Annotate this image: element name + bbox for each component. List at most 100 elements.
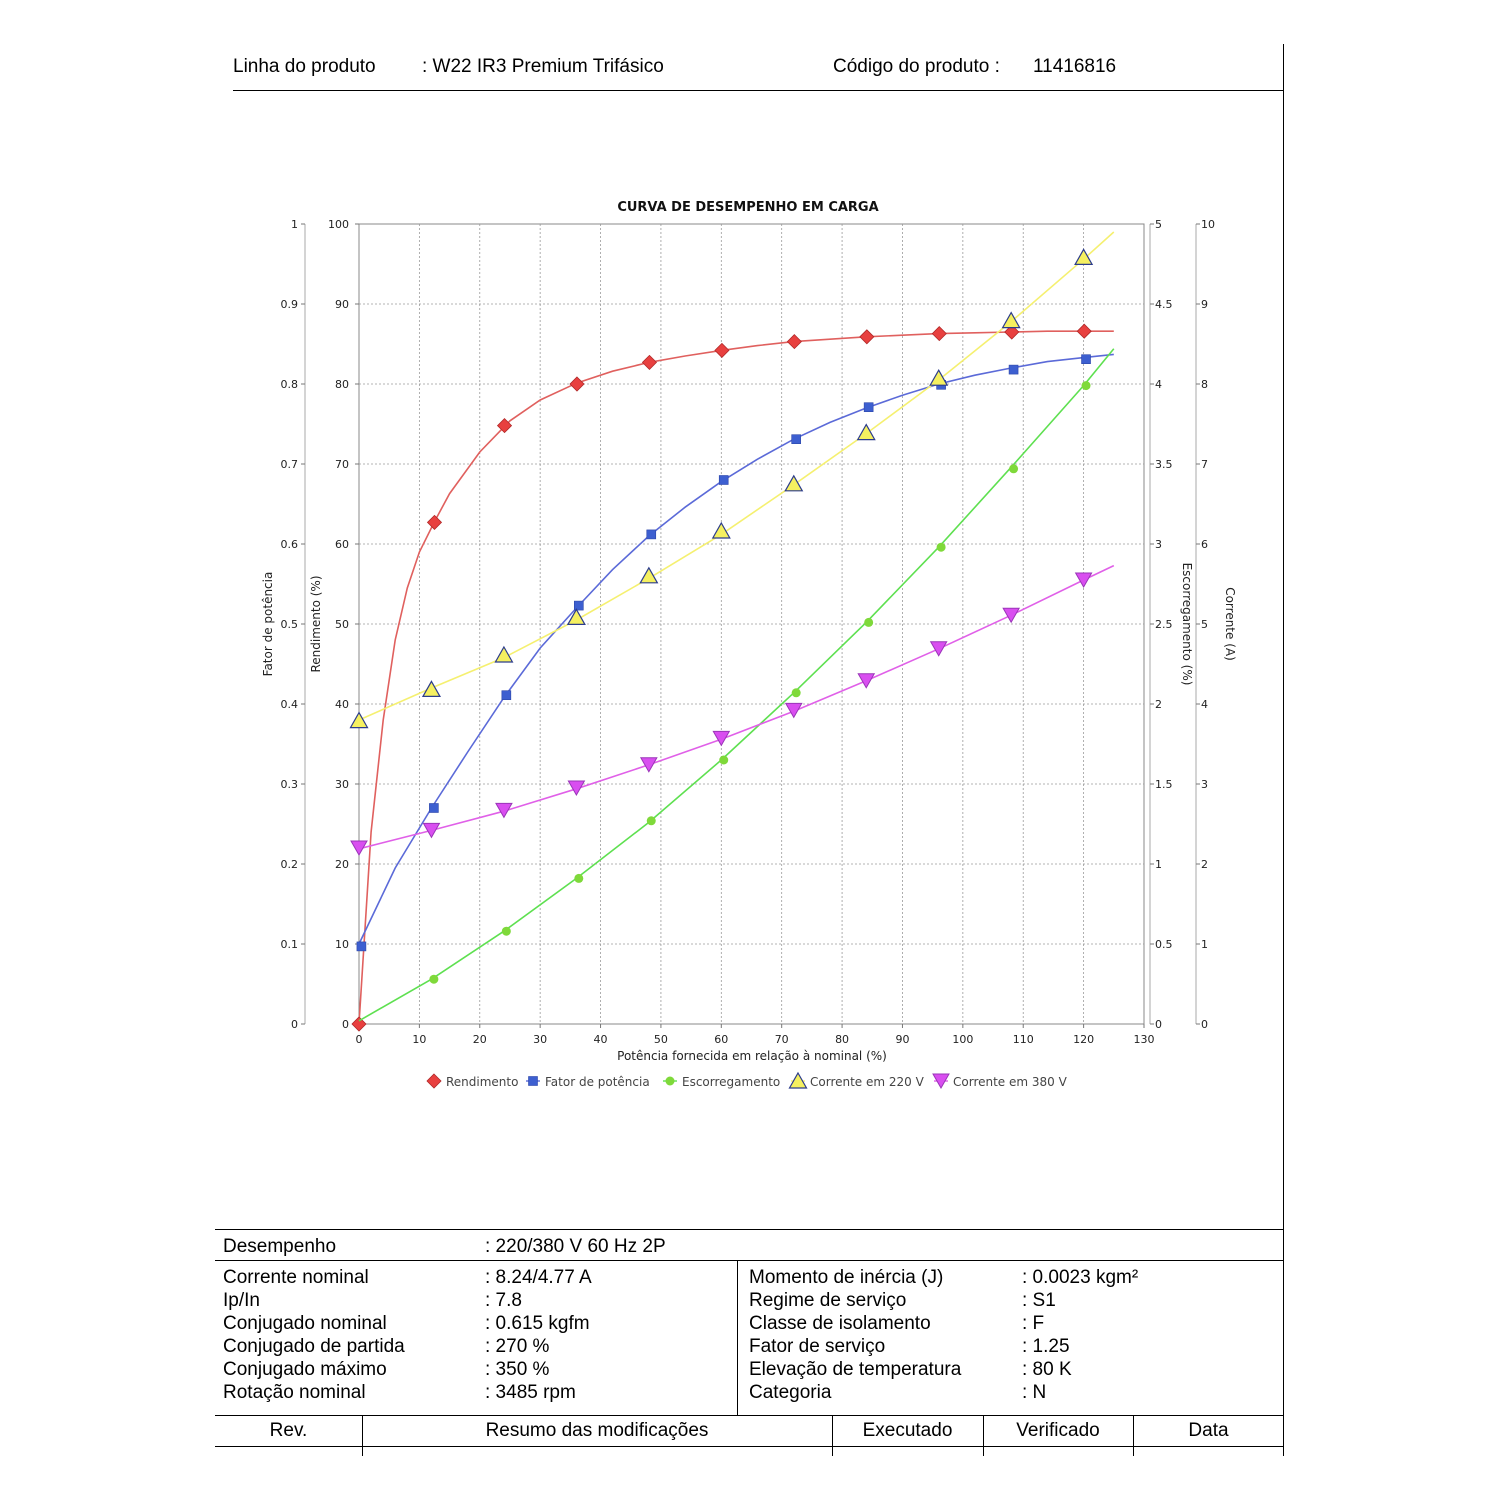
eff-tick-label: 60: [335, 538, 349, 551]
series-escorregamento: [358, 348, 1115, 1022]
x-tick-label: 60: [714, 1033, 728, 1046]
pf-tick-label: 0: [291, 1018, 298, 1031]
slip-tick-label: 5: [1155, 218, 1162, 231]
table-column-divider: [737, 1260, 738, 1416]
perf-right-value: : 1.25: [1022, 1336, 1070, 1357]
data-point: [429, 803, 439, 813]
data-point: [784, 702, 803, 719]
data-point: [422, 822, 441, 839]
pf-tick-label: 0.9: [281, 298, 299, 311]
cur-tick-label: 7: [1201, 458, 1208, 471]
perf-right-label: Elevação de temperatura: [749, 1359, 962, 1380]
table-top-border: [215, 1229, 1284, 1230]
product-code-value: 11416816: [1033, 56, 1117, 77]
revision-col-divider: [832, 1415, 833, 1456]
slip-axis-label: Escorregamento (%): [1180, 563, 1194, 686]
perf-left-value: : 0.615 kgfm: [485, 1313, 590, 1334]
legend-marker: [932, 1073, 950, 1090]
slip-tick-label: 4: [1155, 378, 1162, 391]
pf-tick-label: 0.8: [281, 378, 299, 391]
perf-right-label: Regime de serviço: [749, 1290, 907, 1311]
perf-left-value: : 350 %: [485, 1359, 550, 1380]
desempenho-value: : 220/380 V 60 Hz 2P: [485, 1236, 666, 1257]
data-point: [495, 802, 513, 819]
data-point: [714, 342, 730, 358]
legend-marker: [426, 1073, 442, 1089]
revision-header-verified: Verificado: [1016, 1420, 1100, 1441]
legend-item: Escorregamento: [663, 1075, 780, 1089]
series-line: [358, 564, 1115, 850]
data-point: [784, 474, 804, 492]
data-point: [429, 974, 439, 984]
x-tick-label: 80: [835, 1033, 849, 1046]
perf-left-value: : 8.24/4.77 A: [485, 1267, 592, 1288]
slip-tick-label: 0.5: [1155, 938, 1173, 951]
x-tick-label: 120: [1073, 1033, 1094, 1046]
x-tick-label: 20: [473, 1033, 487, 1046]
data-point: [349, 711, 369, 729]
perf-left-value: : 7.8: [485, 1290, 522, 1311]
product-line-value: : W22 IR3 Premium Trifásico: [422, 56, 664, 77]
slip-tick-label: 2.5: [1155, 618, 1173, 631]
pf-tick-label: 0.2: [281, 858, 299, 871]
data-point: [863, 402, 874, 413]
perf-right-label: Fator de serviço: [749, 1336, 886, 1357]
eff-tick-label: 80: [335, 378, 349, 391]
data-point: [501, 690, 512, 701]
product-code-label: Código do produto :: [833, 56, 1000, 77]
cur-tick-label: 10: [1201, 218, 1215, 231]
data-point: [646, 816, 656, 826]
revision-table-header-bottom: [215, 1446, 1284, 1447]
eff-tick-label: 70: [335, 458, 349, 471]
series-line: [358, 231, 1115, 721]
perf-left-label: Conjugado nominal: [223, 1313, 387, 1334]
data-point: [569, 376, 585, 392]
legend-item: Corrente em 220 V: [788, 1071, 925, 1089]
data-point: [936, 542, 946, 552]
legend-label: Fator de potência: [545, 1075, 650, 1089]
data-point: [859, 329, 875, 345]
pf-axis-label: Fator de potência: [261, 572, 275, 677]
data-point: [1074, 572, 1093, 589]
slip-tick-label: 1.5: [1155, 778, 1173, 791]
perf-right-label: Momento de inércia (J): [749, 1267, 944, 1288]
data-point: [711, 521, 731, 539]
data-point: [426, 514, 443, 530]
data-point: [791, 434, 801, 445]
pf-tick-label: 0.3: [281, 778, 299, 791]
eff-tick-label: 40: [335, 698, 349, 711]
perf-right-label: Categoria: [749, 1382, 832, 1403]
chart-series: [349, 231, 1115, 1032]
legend-marker: [788, 1071, 808, 1089]
revision-header-rev: Rev.: [269, 1420, 308, 1441]
data-point: [567, 780, 586, 797]
legend-label: Corrente em 380 V: [953, 1075, 1068, 1089]
x-tick-label: 70: [775, 1033, 789, 1046]
data-point: [574, 873, 584, 883]
product-line-label: Linha do produto: [233, 56, 376, 77]
data-point: [1001, 311, 1021, 329]
eff-tick-label: 20: [335, 858, 349, 871]
page-right-border: [1283, 44, 1284, 1456]
perf-left-value: : 3485 rpm: [485, 1382, 576, 1403]
x-tick-label: 40: [594, 1033, 608, 1046]
perf-right-value: : 0.0023 kgm²: [1022, 1267, 1139, 1288]
perf-right-value: : 80 K: [1022, 1359, 1072, 1380]
series-line: [358, 353, 1114, 945]
data-point: [929, 641, 948, 657]
pf-tick-label: 0.1: [281, 938, 299, 951]
data-point: [351, 1016, 367, 1032]
legend-label: Escorregamento: [682, 1075, 780, 1089]
chart-axes: 0 10 20 30 40 50 60 70 80 90 100 110 120 13000.10.20.…: [261, 218, 1237, 1046]
series-corrente-em-380-v: [350, 564, 1115, 857]
data-point: [1002, 607, 1021, 624]
x-tick-label: 110: [1013, 1033, 1034, 1046]
data-point: [501, 926, 511, 936]
data-point: [639, 566, 659, 584]
series-corrente-em-220-v: [349, 231, 1115, 729]
data-point: [1009, 464, 1019, 474]
data-point: [566, 608, 586, 626]
eff-tick-label: 10: [335, 938, 349, 951]
header-divider: [233, 90, 1284, 91]
revision-table-top: [215, 1415, 1284, 1416]
